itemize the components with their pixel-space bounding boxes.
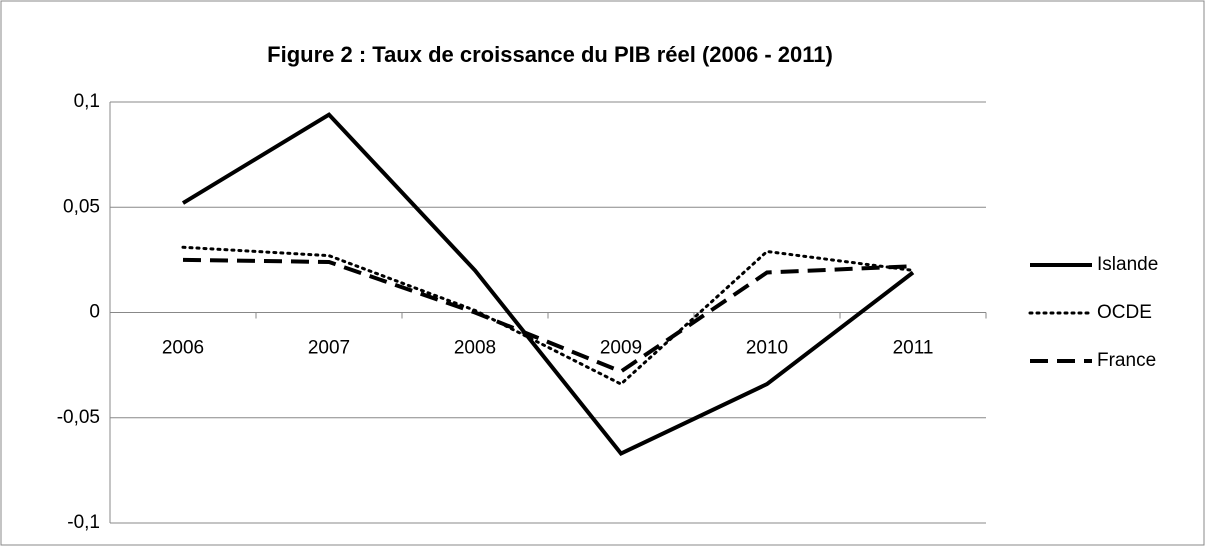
- series-line: [181, 245, 915, 386]
- x-tick-label: 2007: [308, 338, 350, 359]
- x-tick-label: 2006: [162, 338, 204, 359]
- legend-label: Islande: [1097, 254, 1158, 275]
- legend-label: France: [1097, 350, 1156, 371]
- y-tick-label: 0: [89, 302, 100, 323]
- y-tick-label: -0,1: [67, 512, 100, 533]
- series-line: [182, 257, 914, 374]
- series-line: [181, 112, 915, 457]
- y-tick-label: 0,1: [74, 91, 100, 112]
- y-tick-label: -0,05: [57, 407, 100, 428]
- x-tick-label: 2011: [893, 338, 934, 359]
- legend-label: OCDE: [1097, 302, 1152, 323]
- x-tick-label: 2009: [600, 338, 642, 359]
- y-tick-label: 0,05: [63, 196, 100, 217]
- chart-title: Figure 2 : Taux de croissance du PIB rée…: [267, 42, 833, 67]
- x-tick-label: 2008: [454, 338, 496, 359]
- x-tick-label: 2010: [746, 338, 788, 359]
